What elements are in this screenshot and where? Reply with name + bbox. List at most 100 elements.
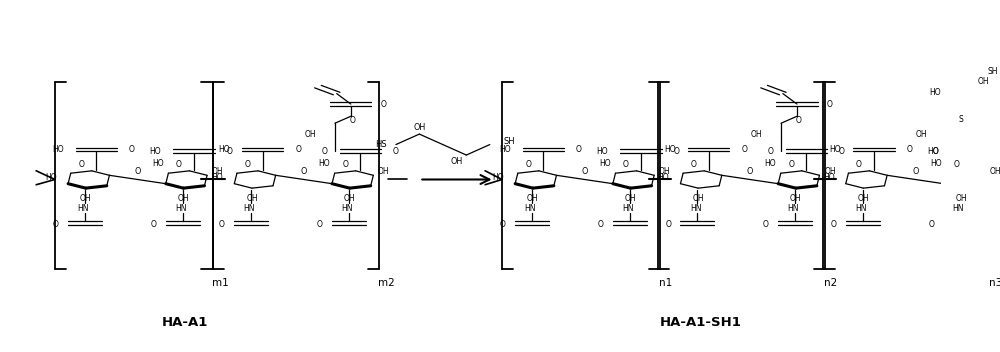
Text: O: O [53, 220, 59, 228]
Text: HO: HO [829, 145, 841, 154]
Text: O: O [245, 160, 250, 169]
Text: O: O [933, 147, 939, 156]
Text: O: O [788, 160, 794, 169]
Text: n1: n1 [659, 277, 672, 288]
Text: O: O [912, 167, 918, 176]
Text: HO: HO [211, 173, 223, 182]
Text: OH: OH [246, 194, 258, 203]
Text: O: O [342, 160, 348, 169]
Text: OH: OH [824, 167, 836, 176]
Text: O: O [500, 220, 506, 228]
Text: OH: OH [625, 194, 636, 203]
Text: O: O [928, 220, 934, 228]
Text: O: O [907, 145, 913, 154]
Text: O: O [741, 145, 747, 154]
Text: HS: HS [375, 140, 386, 149]
Text: O: O [581, 167, 588, 176]
Text: HO: HO [499, 145, 510, 154]
Text: O: O [856, 160, 862, 169]
Text: n3: n3 [989, 277, 1000, 288]
Text: O: O [295, 145, 301, 154]
Text: HA-A1: HA-A1 [161, 316, 208, 329]
Text: OH: OH [989, 167, 1000, 176]
Text: HO: HO [218, 145, 230, 154]
Text: O: O [796, 116, 802, 125]
Text: HO: HO [764, 159, 776, 168]
Text: HN: HN [622, 203, 634, 213]
Text: OH: OH [527, 194, 539, 203]
Text: m2: m2 [378, 277, 395, 288]
Text: OH: OH [304, 130, 316, 139]
Text: O: O [747, 167, 753, 176]
Text: OH: OH [955, 194, 967, 203]
Text: O: O [321, 147, 327, 156]
Text: HN: HN [953, 203, 964, 213]
Text: O: O [381, 100, 387, 108]
Text: m1: m1 [212, 277, 229, 288]
Text: O: O [768, 147, 773, 156]
Text: HN: HN [175, 203, 187, 213]
Text: O: O [763, 220, 769, 228]
Text: HO: HO [823, 173, 835, 182]
Text: HO: HO [318, 159, 330, 168]
Text: O: O [219, 220, 225, 228]
Text: OH: OH [212, 167, 223, 176]
Text: O: O [674, 147, 680, 156]
Text: HO: HO [929, 88, 941, 97]
Text: OH: OH [978, 77, 990, 86]
Text: HO: HO [45, 173, 57, 182]
Text: OH: OH [344, 194, 355, 203]
Text: O: O [831, 220, 836, 228]
Text: O: O [134, 167, 141, 176]
Text: O: O [525, 160, 531, 169]
Text: O: O [78, 160, 84, 169]
Text: HO: HO [664, 145, 676, 154]
Text: HO: HO [927, 147, 939, 156]
Text: OH: OH [80, 194, 92, 203]
Text: O: O [827, 100, 833, 108]
Text: O: O [176, 160, 182, 169]
Text: OH: OH [751, 130, 762, 139]
Text: O: O [129, 145, 135, 154]
Text: HN: HN [244, 203, 255, 213]
Text: HO: HO [52, 145, 63, 154]
Text: OH: OH [378, 167, 390, 176]
Text: O: O [665, 220, 671, 228]
Text: OH: OH [790, 194, 802, 203]
Text: OH: OH [451, 157, 463, 166]
Text: O: O [954, 160, 960, 169]
Text: HO: HO [599, 159, 611, 168]
Text: O: O [227, 147, 233, 156]
Text: HN: HN [855, 203, 867, 213]
Text: HO: HO [597, 147, 608, 156]
Text: OH: OH [178, 194, 189, 203]
Text: HO: HO [930, 159, 941, 168]
Text: O: O [623, 160, 629, 169]
Text: OH: OH [692, 194, 704, 203]
Text: S: S [959, 115, 964, 124]
Text: OH: OH [413, 122, 425, 132]
Text: HN: HN [787, 203, 799, 213]
Text: HN: HN [77, 203, 89, 213]
Text: O: O [301, 167, 307, 176]
Text: HO: HO [492, 173, 504, 182]
Text: O: O [576, 145, 582, 154]
Text: OH: OH [858, 194, 869, 203]
Text: O: O [691, 160, 697, 169]
Text: OH: OH [659, 167, 670, 176]
Text: O: O [150, 220, 156, 228]
Text: O: O [317, 220, 323, 228]
Text: HO: HO [152, 159, 164, 168]
Text: O: O [598, 220, 603, 228]
Text: O: O [350, 116, 356, 125]
Text: HN: HN [341, 203, 353, 213]
Text: HN: HN [524, 203, 536, 213]
Text: O: O [393, 147, 399, 156]
Text: SH: SH [504, 137, 516, 146]
Text: OH: OH [916, 130, 927, 139]
Text: HO: HO [149, 147, 161, 156]
Text: O: O [839, 147, 845, 156]
Text: HA-A1-SH1: HA-A1-SH1 [660, 316, 742, 329]
Text: SH: SH [988, 67, 998, 76]
Text: n2: n2 [824, 277, 837, 288]
